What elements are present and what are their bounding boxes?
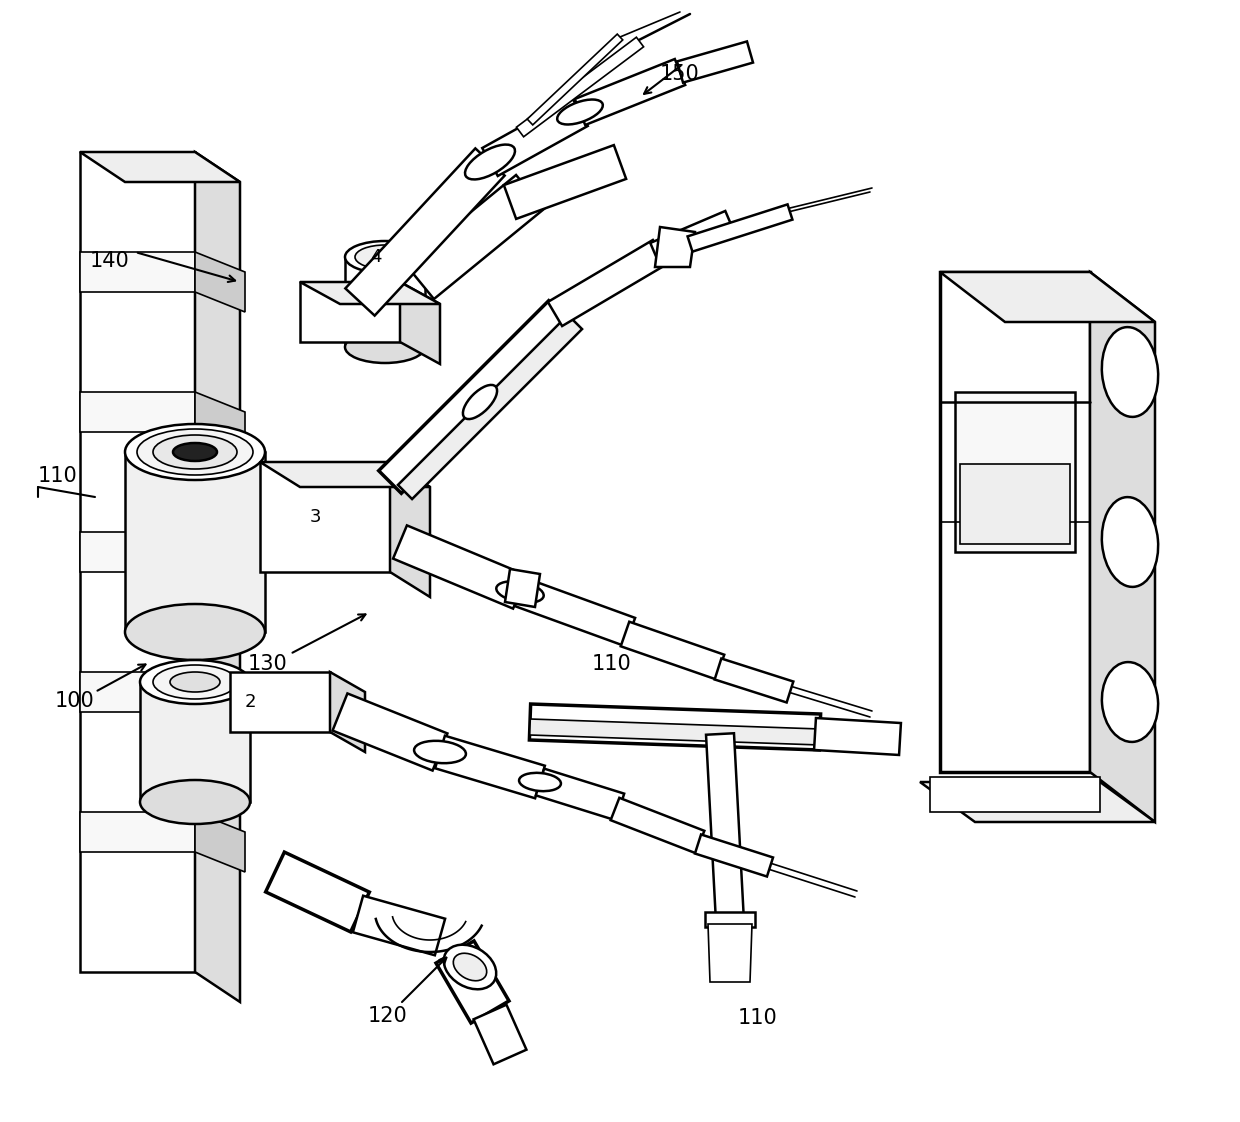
Ellipse shape [153,435,237,469]
Ellipse shape [1102,497,1158,587]
Ellipse shape [170,672,219,692]
Polygon shape [536,769,624,820]
Polygon shape [260,462,391,572]
Polygon shape [229,672,330,732]
Polygon shape [940,272,1090,772]
Polygon shape [655,227,694,267]
Polygon shape [621,622,724,679]
Polygon shape [435,736,544,798]
Ellipse shape [454,954,487,981]
Polygon shape [1090,272,1154,822]
Text: 100: 100 [55,691,94,711]
Polygon shape [393,525,527,608]
Ellipse shape [1102,662,1158,742]
Polygon shape [81,252,195,292]
Polygon shape [650,211,735,265]
Polygon shape [687,204,792,251]
Polygon shape [694,835,773,876]
Polygon shape [677,42,753,83]
Text: 2: 2 [246,693,257,711]
Polygon shape [330,672,365,752]
Ellipse shape [520,773,560,791]
Polygon shape [345,257,425,347]
Polygon shape [940,272,1154,322]
Polygon shape [265,852,370,932]
Polygon shape [405,175,544,300]
Text: 110: 110 [738,1008,777,1028]
Polygon shape [353,895,445,955]
Polygon shape [391,462,430,597]
Bar [955,392,1075,552]
Polygon shape [706,912,755,927]
Bar [960,465,1070,544]
Polygon shape [516,37,644,137]
Polygon shape [482,98,588,176]
Ellipse shape [414,741,466,763]
Ellipse shape [125,604,265,660]
Text: 3: 3 [310,508,321,526]
Text: 120: 120 [368,1006,408,1026]
Ellipse shape [557,100,603,125]
Polygon shape [706,734,744,922]
Ellipse shape [355,245,415,269]
Polygon shape [920,782,1154,822]
Text: 150: 150 [660,64,699,84]
Polygon shape [195,392,246,452]
Ellipse shape [174,443,217,461]
Ellipse shape [1102,328,1158,417]
Polygon shape [398,315,582,499]
Polygon shape [346,148,505,315]
Ellipse shape [465,145,515,180]
Ellipse shape [153,665,237,699]
Polygon shape [503,145,626,219]
Polygon shape [610,798,704,853]
Polygon shape [474,1004,527,1065]
Text: 4: 4 [370,248,382,266]
Polygon shape [378,301,572,494]
Polygon shape [81,392,195,432]
Polygon shape [81,812,195,852]
Ellipse shape [496,581,543,603]
Text: 110: 110 [591,654,631,674]
Polygon shape [195,252,246,312]
Text: 110: 110 [38,466,78,486]
Polygon shape [195,151,241,1002]
Ellipse shape [136,429,253,475]
Ellipse shape [463,385,497,420]
Ellipse shape [345,241,425,273]
Polygon shape [300,282,401,342]
Ellipse shape [444,945,496,990]
Polygon shape [815,718,901,755]
Polygon shape [515,578,635,646]
Polygon shape [930,778,1100,812]
Polygon shape [401,282,440,364]
Polygon shape [300,282,440,304]
Polygon shape [714,659,794,702]
Text: 130: 130 [248,654,288,674]
Polygon shape [436,941,508,1023]
Polygon shape [527,34,622,125]
Polygon shape [81,532,195,572]
Polygon shape [529,703,821,749]
Ellipse shape [345,331,425,364]
Polygon shape [332,693,448,771]
Polygon shape [575,59,686,125]
Text: 140: 140 [91,251,130,272]
Polygon shape [195,672,246,732]
Polygon shape [529,719,821,745]
Ellipse shape [125,424,265,480]
Polygon shape [81,151,241,182]
Polygon shape [195,532,246,592]
Polygon shape [140,682,250,802]
Ellipse shape [140,660,250,703]
Polygon shape [548,240,667,327]
Polygon shape [125,452,265,632]
Polygon shape [260,462,430,487]
Polygon shape [195,812,246,872]
Polygon shape [81,672,195,712]
Polygon shape [505,569,539,607]
Polygon shape [708,925,751,982]
Polygon shape [81,151,195,972]
Ellipse shape [140,780,250,824]
